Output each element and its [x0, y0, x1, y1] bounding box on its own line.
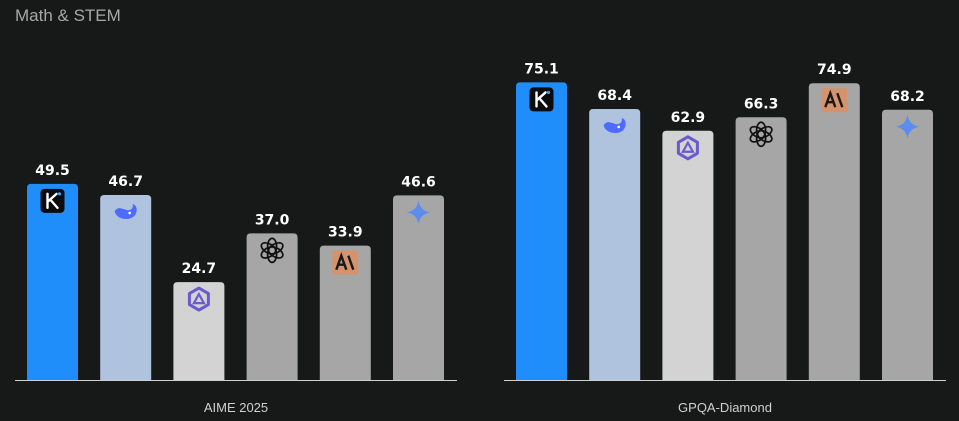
deepseek-whale-icon: [603, 117, 626, 133]
bar-anthropic: [808, 83, 860, 381]
value-label-qwen: 24.7: [182, 261, 217, 277]
bar-openai: [246, 233, 298, 380]
bar-kimi: [516, 82, 567, 380]
value-label-kimi: 75.1: [524, 61, 559, 77]
bar-deepseek: [589, 108, 641, 380]
bar-openai: [735, 117, 787, 380]
gemini-sparkle-icon: [895, 114, 920, 139]
value-label-gemini: 68.2: [890, 89, 925, 105]
bar-kimi: [27, 183, 78, 380]
chart-aime-2025: 49.5 46.7 24.7 37.0 33.9 46.6 AIME 2025: [15, 163, 457, 415]
x-axis-label: AIME 2025: [204, 400, 268, 415]
value-label-deepseek: 68.4: [597, 88, 632, 104]
section-title: Math & STEM: [15, 6, 121, 25]
value-label-openai: 37.0: [255, 212, 290, 228]
deepseek-whale-icon: [114, 203, 137, 219]
qwen-hexagon-icon: [676, 135, 699, 161]
qwen-hexagon-icon: [187, 286, 210, 312]
gemini-sparkle-icon: [406, 200, 431, 225]
bar-qwen: [173, 282, 225, 380]
kimi-logo-icon: [529, 87, 554, 112]
anthropic-logo-icon: [821, 88, 848, 113]
openai-knot-icon: [749, 121, 773, 148]
anthropic-logo-icon: [332, 250, 359, 275]
bar-gemini: [393, 195, 444, 380]
bar-gemini: [882, 109, 933, 380]
value-label-kimi: 49.5: [35, 163, 70, 179]
chart-gpqa-diamond: 75.1 68.4 62.9 66.3 74.9 68.2 GPQA-Diamond: [504, 61, 946, 415]
value-label-qwen: 62.9: [671, 110, 706, 126]
x-axis-label: GPQA-Diamond: [678, 400, 772, 415]
bar-anthropic: [319, 245, 371, 380]
value-label-gemini: 46.6: [401, 174, 436, 190]
value-label-anthropic: 74.9: [817, 62, 852, 78]
value-label-openai: 66.3: [744, 96, 779, 112]
kimi-logo-icon: [40, 188, 65, 213]
bar-deepseek: [100, 194, 152, 380]
value-label-anthropic: 33.9: [328, 225, 363, 241]
value-label-deepseek: 46.7: [108, 174, 143, 190]
openai-knot-icon: [260, 237, 284, 264]
bar-qwen: [662, 130, 714, 380]
